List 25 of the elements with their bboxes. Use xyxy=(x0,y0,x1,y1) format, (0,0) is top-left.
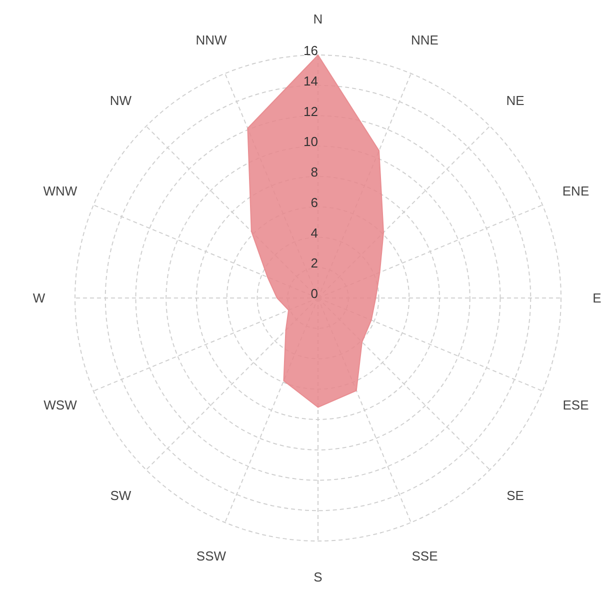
spoke-label: WNW xyxy=(43,184,78,199)
spoke-label: NE xyxy=(506,93,525,108)
y-tick-label: 2 xyxy=(310,256,318,271)
y-tick-label: 6 xyxy=(310,194,318,210)
spoke-label: W xyxy=(32,290,46,306)
spoke-label: S xyxy=(314,570,323,584)
spoke-label: SSE xyxy=(412,548,438,564)
y-tick-label: 16 xyxy=(304,43,318,58)
spoke-label: WSW xyxy=(44,397,78,412)
y-tick-label: 12 xyxy=(304,104,318,119)
spoke-label: E xyxy=(592,290,602,306)
spoke-label: SW xyxy=(110,488,132,503)
spoke-label: ESE xyxy=(562,397,590,412)
spoke-label: NW xyxy=(110,93,132,108)
spoke-label: NNW xyxy=(196,32,228,48)
spoke-label: NNE xyxy=(411,32,439,48)
spoke-label: SSW xyxy=(196,548,227,564)
y-tick-label: 4 xyxy=(310,225,318,240)
spoke-label: ENE xyxy=(562,184,590,199)
spoke-label: SE xyxy=(506,488,524,503)
y-tick-label: 14 xyxy=(304,73,318,88)
y-tick-label: 0 xyxy=(310,286,318,301)
y-tick-label: 8 xyxy=(310,164,318,180)
y-tick-label: 10 xyxy=(304,134,318,150)
spoke-label: N xyxy=(313,12,323,26)
